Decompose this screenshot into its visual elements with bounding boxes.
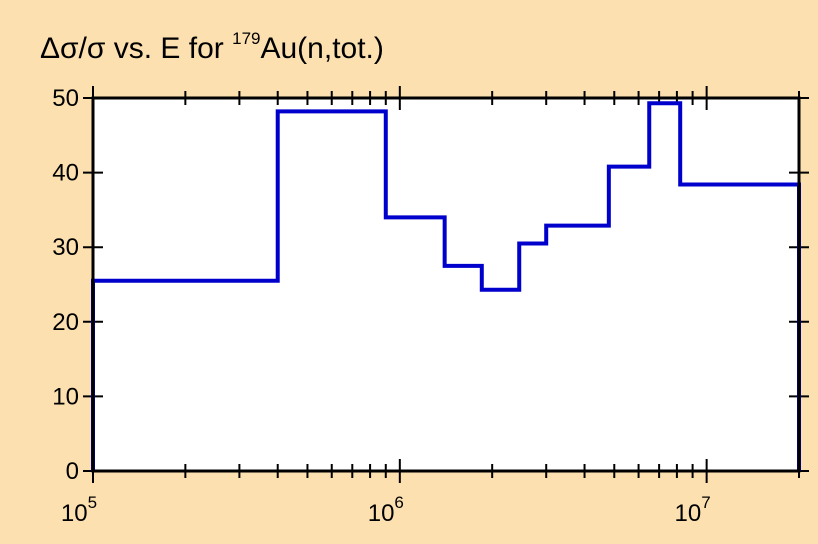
tick-labels: 0 10 20 30 40 50 105 106 107 — [52, 85, 710, 527]
chart-title-superscript: 179 — [232, 29, 260, 48]
y-tick-label: 30 — [52, 234, 79, 261]
plot-area — [93, 98, 799, 471]
x-tick-label: 107 — [675, 493, 711, 527]
chart-title-suffix: Au(n,tot.) — [260, 32, 383, 65]
y-tick-label: 10 — [52, 383, 79, 410]
series-step-line — [91, 101, 801, 471]
y-tick-label: 40 — [52, 160, 79, 187]
x-tick-label: 105 — [61, 493, 97, 527]
y-tick-label: 50 — [52, 85, 79, 112]
y-tick-label: 20 — [52, 309, 79, 336]
y-tick-label: 0 — [66, 458, 79, 485]
chart-title-prefix: Δσ/σ vs. E for — [40, 32, 232, 65]
x-tick-label: 106 — [368, 493, 404, 527]
plot-frame — [91, 96, 801, 473]
chart-title: Δσ/σ vs. E for 179Au(n,tot.) — [40, 29, 384, 65]
